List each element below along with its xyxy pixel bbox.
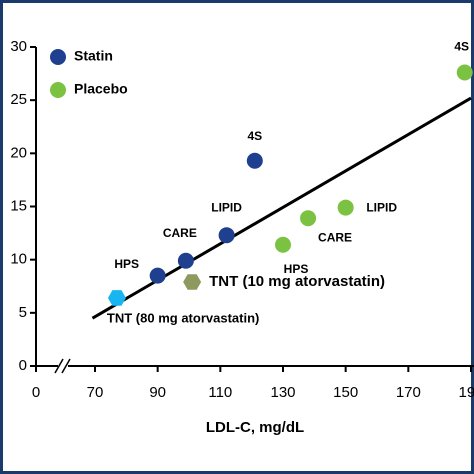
highlight-point (107, 290, 126, 306)
x-tick-label: 90 (149, 384, 166, 401)
point-label: 4S (247, 129, 262, 143)
point-label: HPS (284, 262, 309, 276)
x-tick-label: 130 (270, 384, 295, 401)
point (337, 199, 354, 216)
axis-break (54, 358, 64, 374)
y-tick-label: 10 (10, 251, 27, 268)
point (149, 267, 166, 284)
axis-break-gap (58, 358, 68, 374)
y-tick-label: 15 (10, 197, 27, 214)
y-tick-label: 30 (10, 38, 27, 55)
point-label: LIPID (366, 201, 397, 215)
point-label: LIPID (211, 200, 242, 214)
x-tick-label: 0 (32, 384, 40, 401)
x-tick-label: 110 (208, 384, 232, 401)
x-tick-label: 70 (87, 384, 104, 401)
point (275, 236, 291, 253)
point (300, 210, 317, 227)
point (246, 152, 263, 169)
highlight-point (183, 274, 202, 290)
legend-label: Placebo (74, 81, 128, 97)
highlight-label: TNT (10 mg atorvastatin) (209, 273, 385, 290)
y-tick-label: 20 (10, 144, 27, 161)
legend-label: Statin (74, 48, 113, 64)
y-tick-label: 0 (19, 357, 27, 374)
legend-marker (50, 49, 66, 65)
highlight-label: TNT (80 mg atorvastatin) (107, 310, 259, 325)
x-tick-label: 190 (458, 384, 474, 401)
x-tick-label: 170 (396, 384, 421, 401)
point-label: CARE (163, 226, 197, 240)
point-label: CARE (318, 230, 352, 244)
point (456, 64, 473, 81)
point-label: HPS (114, 257, 139, 271)
x-axis-label: LDL-C, mg/dL (206, 419, 304, 436)
point (177, 252, 194, 269)
x-tick-label: 150 (333, 384, 358, 401)
legend-marker (50, 82, 66, 98)
point-label: 4S (454, 40, 469, 54)
axis-break (61, 358, 71, 374)
point (218, 227, 235, 244)
y-tick-label: 25 (10, 91, 27, 108)
y-tick-label: 5 (19, 304, 27, 321)
